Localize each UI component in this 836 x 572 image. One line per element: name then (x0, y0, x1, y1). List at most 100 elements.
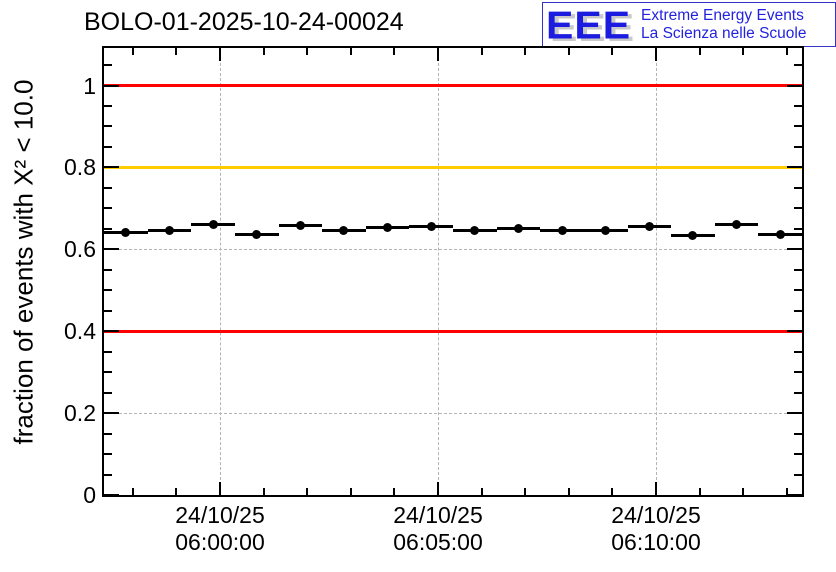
data-point-marker (775, 230, 785, 240)
x-major-tick (655, 48, 657, 61)
gridline-horizontal (104, 249, 802, 251)
y-minor-tick (104, 453, 112, 456)
y-minor-tick (794, 473, 802, 476)
y-major-tick (787, 84, 802, 87)
y-tick-label: 0.4 (64, 318, 96, 345)
y-major-tick (104, 494, 119, 496)
y-minor-tick (104, 104, 112, 107)
x-minor-tick (262, 488, 265, 495)
y-minor-tick (794, 453, 802, 456)
x-minor-tick (349, 488, 352, 495)
y-minor-tick (794, 309, 802, 312)
x-minor-tick (742, 48, 745, 55)
y-minor-tick (794, 125, 802, 128)
y-major-tick (104, 330, 119, 333)
x-major-tick (219, 482, 221, 495)
y-minor-tick (104, 145, 112, 148)
data-point-marker (295, 220, 305, 230)
y-major-tick (104, 248, 119, 251)
x-tick-label-date: 24/10/25 (175, 502, 265, 528)
y-minor-tick (104, 432, 112, 435)
y-minor-tick (794, 186, 802, 189)
y-tick-label: 0.8 (64, 154, 96, 181)
data-point-marker (513, 223, 523, 233)
y-minor-tick (104, 309, 112, 312)
plot-area (104, 48, 802, 496)
data-point-marker (252, 230, 262, 240)
x-tick-label-time: 06:00:00 (175, 529, 265, 555)
data-point-marker (339, 226, 349, 236)
x-minor-tick (524, 48, 527, 55)
x-tick-label: 24/10/25 06:10:00 (566, 502, 746, 556)
data-point-marker (732, 219, 742, 229)
x-minor-tick (480, 48, 483, 55)
x-major-tick (437, 48, 439, 61)
y-minor-tick (104, 64, 112, 67)
x-tick-label-time: 06:10:00 (611, 529, 701, 555)
y-minor-tick (794, 391, 802, 394)
y-minor-tick (794, 289, 802, 292)
x-minor-tick (262, 48, 265, 55)
y-tick-label: 0 (83, 482, 96, 508)
x-tick-label-date: 24/10/25 (393, 502, 483, 528)
x-minor-tick (698, 488, 701, 495)
data-point-marker (164, 226, 174, 236)
y-major-tick (104, 166, 119, 169)
x-minor-tick (480, 488, 483, 495)
y-minor-tick (794, 145, 802, 148)
y-major-tick (787, 166, 802, 169)
x-minor-tick (131, 48, 134, 55)
y-tick-label: 0.6 (64, 236, 96, 263)
x-minor-tick (698, 48, 701, 55)
y-major-tick (787, 412, 802, 415)
x-tick-label: 24/10/25 06:05:00 (348, 502, 528, 556)
y-minor-tick (104, 473, 112, 476)
x-minor-tick (175, 488, 178, 495)
x-minor-tick (131, 488, 134, 495)
y-major-tick (787, 494, 802, 496)
y-major-tick (787, 330, 802, 333)
reference-line (104, 165, 802, 169)
x-minor-tick (393, 48, 396, 55)
y-minor-tick (104, 207, 112, 210)
x-minor-tick (785, 48, 788, 55)
y-minor-tick (104, 227, 112, 230)
data-point-marker (121, 227, 131, 237)
y-minor-tick (104, 350, 112, 353)
x-minor-tick (175, 48, 178, 55)
x-minor-tick (306, 48, 309, 55)
y-minor-tick (104, 289, 112, 292)
y-minor-tick (104, 391, 112, 394)
y-minor-tick (794, 227, 802, 230)
page-title: BOLO-01-2025-10-24-00024 (84, 8, 404, 36)
gridline-vertical (656, 48, 657, 495)
x-minor-tick (393, 488, 396, 495)
data-point-marker (601, 226, 611, 236)
reference-line (104, 84, 802, 87)
x-minor-tick (567, 48, 570, 55)
y-tick-label: 1 (83, 72, 96, 99)
y-minor-tick (794, 207, 802, 210)
x-minor-tick (524, 488, 527, 495)
x-minor-tick (742, 488, 745, 495)
x-tick-label-date: 24/10/25 (611, 502, 701, 528)
y-minor-tick (104, 371, 112, 374)
y-major-tick (787, 248, 802, 251)
x-minor-tick (567, 488, 570, 495)
y-minor-tick (104, 186, 112, 189)
y-minor-tick (794, 64, 802, 67)
x-major-tick (219, 48, 221, 61)
eee-logo: EEE Extreme Energy Events La Scienza nel… (542, 2, 836, 47)
x-tick-label-time: 06:05:00 (393, 529, 483, 555)
data-point-marker (383, 223, 393, 233)
eee-logo-acronym: EEE (546, 2, 632, 47)
gridline-vertical (220, 48, 221, 495)
data-point-marker (208, 219, 218, 229)
gridline-vertical (438, 48, 439, 495)
y-minor-tick (794, 371, 802, 374)
y-tick-label: 0.2 (64, 400, 96, 427)
reference-line (104, 329, 802, 333)
gridline-horizontal (104, 413, 802, 415)
x-minor-tick (611, 488, 614, 495)
data-point-marker (470, 225, 480, 235)
